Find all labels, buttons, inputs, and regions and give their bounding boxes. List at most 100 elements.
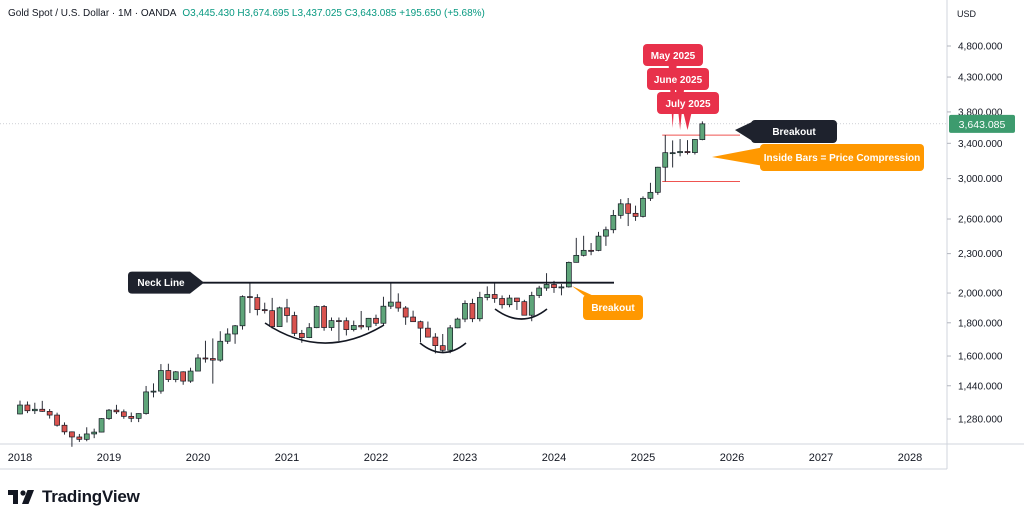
candle-down: [39, 408, 46, 412]
breakout-right-label: Breakout: [772, 127, 816, 138]
july-2025-label: July 2025: [665, 99, 710, 110]
neck-line-label: Neck Line: [137, 278, 185, 289]
candle-up: [484, 294, 491, 298]
candle-up: [669, 152, 676, 155]
candle-down: [551, 284, 557, 288]
candle-up: [565, 261, 572, 288]
candle-down: [269, 310, 276, 327]
price-tick-label: 2,300.000: [958, 249, 1003, 260]
candle-up: [306, 327, 313, 338]
candle-down: [588, 249, 594, 252]
candle-up: [677, 151, 683, 154]
candle-down: [632, 212, 639, 217]
tradingview-logo-text: TradingView: [42, 487, 140, 506]
breakout-right-pointer: [735, 121, 754, 142]
candle-up: [328, 320, 335, 328]
price-tick-label: 4,800.000: [958, 42, 1003, 53]
candle-up: [135, 413, 142, 419]
june-2025-label: June 2025: [654, 75, 703, 86]
tradingview-logo[interactable]: TradingView: [8, 487, 140, 507]
time-tick-label: 2028: [898, 452, 922, 464]
candle-down: [684, 151, 691, 153]
candle-up: [692, 139, 698, 153]
candle-down: [358, 325, 365, 328]
neck-line-label-box: [128, 271, 204, 294]
callouts[interactable]: Breakout Breakout Inside Bars = Price Comp…: [572, 44, 924, 320]
price-tick-label: 1,600.000: [958, 352, 1003, 363]
candle-down: [439, 345, 446, 351]
candle-up: [610, 215, 617, 231]
large-cup-arc: [264, 322, 385, 344]
price-tick-label: 3,000.000: [958, 174, 1003, 185]
candle-up: [506, 297, 513, 306]
breakout-left-box: [583, 295, 643, 320]
time-tick-label: 2025: [631, 452, 655, 464]
candle-down: [343, 320, 350, 330]
candle-up: [172, 371, 179, 380]
candle-up: [447, 327, 454, 351]
candle-up: [387, 301, 394, 307]
candle-up: [528, 295, 535, 316]
candle-down: [54, 414, 60, 426]
candle-down: [209, 358, 216, 361]
price-tick-label: 2,000.000: [958, 289, 1003, 300]
candle-up: [365, 317, 372, 328]
time-tick-label: 2027: [809, 452, 833, 464]
price-tick-label: 1,800.000: [958, 318, 1003, 329]
currency-label[interactable]: USD: [956, 9, 976, 19]
candle-down: [499, 298, 505, 306]
price-tick-label: 2,600.000: [958, 215, 1003, 226]
inside-bars-box: [760, 144, 924, 171]
candle-down: [625, 203, 632, 214]
time-tick-label: 2022: [364, 452, 388, 464]
candle-up: [699, 123, 706, 140]
candle-up: [239, 296, 246, 327]
price-tick-label: 3,800.000: [958, 107, 1003, 118]
candle-up: [543, 284, 550, 289]
candle-down: [247, 296, 253, 298]
candle-down: [417, 321, 424, 329]
candle-up: [98, 418, 105, 433]
breakout-left-label: Breakout: [591, 303, 635, 314]
time-axis[interactable]: 2018 2019 2020 2021 2022 2023 2024 2025 2026 2027…: [8, 452, 922, 464]
inside-bars-label: Inside Bars = Price Compression: [764, 153, 920, 164]
candle-down: [514, 297, 520, 303]
july-2025-box: [657, 92, 719, 114]
candle-up: [106, 409, 112, 419]
price-tick-label: 3,400.000: [958, 139, 1003, 150]
candle-up: [150, 390, 157, 393]
candle-up: [276, 307, 283, 327]
breakout-left-pointer: [572, 286, 596, 297]
candle-down: [469, 303, 476, 320]
candle-up: [350, 325, 357, 330]
candle-down: [298, 332, 305, 338]
last-price-marker: 3,643.085: [949, 114, 1015, 133]
candle-down: [254, 297, 261, 310]
time-tick-label: 2024: [542, 452, 566, 464]
candle-down: [402, 307, 409, 318]
candle-up: [195, 357, 201, 372]
last-price-label: 3,643.085: [959, 119, 1006, 131]
candle-down: [261, 309, 268, 312]
candle-down: [202, 357, 209, 360]
neck-line[interactable]: Neck Line: [128, 271, 614, 294]
candle-up: [143, 391, 149, 414]
candle-down: [165, 370, 172, 380]
candle-down: [120, 411, 127, 417]
time-tick-label: 2026: [720, 452, 744, 464]
time-tick-label: 2023: [453, 452, 477, 464]
inside-bars-pointer: [712, 147, 764, 166]
candle-down: [395, 301, 402, 309]
last-price-badge: [949, 114, 1015, 133]
symbol-name[interactable]: Gold Spot / U.S. Dollar · 1M · OANDA: [8, 8, 177, 19]
candle-up: [603, 229, 609, 237]
price-axis[interactable]: 4,800.000 4,300.000 3,800.000 3,400.000 3,00…: [947, 42, 1003, 426]
candle-down: [128, 416, 135, 419]
candle-down: [291, 315, 298, 334]
candle-up: [187, 370, 194, 382]
candle-down: [425, 327, 431, 338]
candle-down: [410, 316, 416, 323]
candle-down: [321, 306, 327, 328]
candle-up: [573, 254, 580, 263]
